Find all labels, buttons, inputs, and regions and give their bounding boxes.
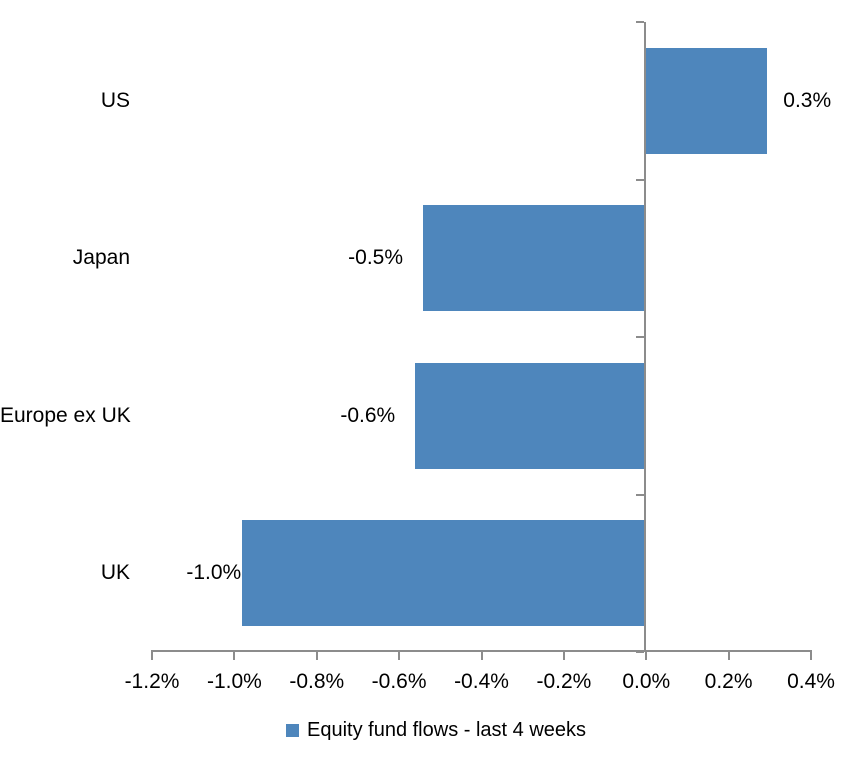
- x-tick-label: -0.2%: [536, 670, 592, 693]
- legend-marker-square: [286, 723, 299, 737]
- x-axis-tick: [398, 650, 401, 660]
- bar: [415, 362, 647, 469]
- category-label: US: [100, 88, 130, 112]
- x-tick-label: 0.0%: [622, 670, 671, 693]
- bar: [646, 47, 768, 154]
- value-label: -1.0%: [186, 561, 242, 585]
- legend: Equity fund flows - last 4 weeks: [286, 717, 586, 743]
- value-label: -0.5%: [348, 246, 403, 270]
- category-axis-tick: [636, 336, 644, 338]
- x-axis-tick: [645, 650, 648, 660]
- x-tick-label: -0.6%: [371, 670, 427, 693]
- value-label: 0.3%: [783, 88, 832, 112]
- value-label: -0.6%: [340, 403, 396, 427]
- x-axis-tick: [562, 650, 565, 660]
- x-tick-label: -1.2%: [124, 670, 180, 693]
- value-axis-line: [644, 22, 646, 652]
- category-axis-tick: [636, 493, 644, 496]
- x-axis-tick: [315, 650, 318, 660]
- bar: [242, 520, 647, 627]
- x-axis-tick: [727, 650, 730, 660]
- category-label: Japan: [72, 246, 130, 270]
- x-tick-label: 0.4%: [787, 670, 835, 693]
- category-axis-tick: [636, 651, 644, 653]
- category-axis-tick: [636, 178, 644, 181]
- x-axis-tick: [151, 650, 153, 660]
- legend-label: Equity fund flows - last 4 weeks: [307, 719, 587, 741]
- x-axis-tick: [233, 650, 236, 660]
- x-tick-label: -1.0%: [206, 670, 262, 693]
- category-label: Europe ex UK: [0, 403, 131, 427]
- x-tick-label: -0.4%: [454, 670, 509, 693]
- category-label: UK: [100, 561, 130, 585]
- x-tick-label: -0.8%: [289, 670, 345, 693]
- x-axis-tick: [810, 650, 812, 660]
- category-axis-tick: [636, 21, 644, 23]
- x-axis-tick: [480, 650, 483, 660]
- x-tick-label: 0.2%: [704, 670, 753, 693]
- bar: [423, 205, 647, 312]
